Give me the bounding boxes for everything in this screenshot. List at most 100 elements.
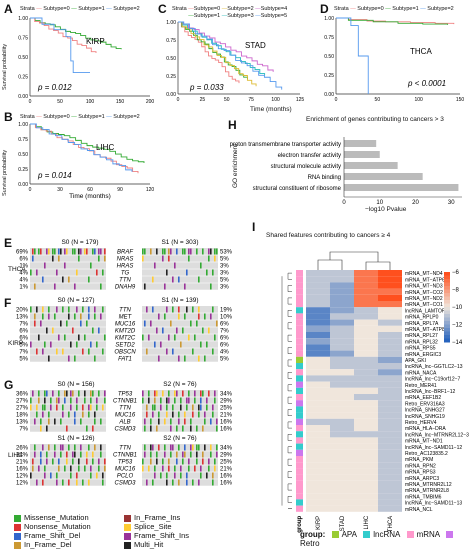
oncoprint-cell (100, 283, 102, 290)
km-xlabel-b: Time (months) (69, 193, 111, 200)
missense-swatch (14, 514, 21, 522)
oncoprint-cell (58, 248, 60, 255)
panel-label-h: H (228, 118, 237, 132)
colorbar-segment (444, 317, 450, 322)
oncoprint-pct: 4% (19, 278, 28, 284)
heatmap-cell (378, 449, 402, 456)
heatmap-cell (330, 456, 354, 463)
oncoprint-cell (70, 341, 72, 348)
heatmap-cell (330, 462, 354, 469)
oncoprint-cell (184, 248, 186, 255)
heatmap-cell (306, 344, 330, 351)
oncoprint-cell (42, 313, 44, 320)
oncoprint-cell (144, 444, 146, 451)
heatmap-cell (330, 499, 354, 506)
heatmap-cell (354, 356, 378, 363)
oncoprint-gene: PCLO (117, 474, 134, 480)
oncoprint-cell (146, 306, 148, 313)
heatmap-group-cell (296, 325, 303, 332)
heatmap-cell (306, 418, 330, 425)
oncoprint-pct: 24% (16, 453, 29, 459)
oncoprint-pct: 21% (220, 467, 233, 473)
oncoprint-cell (188, 334, 190, 341)
oncoprint-cell (56, 306, 58, 313)
heatmap-cell (378, 319, 402, 326)
go-term-label: structural molecule activity (271, 164, 341, 170)
heatmap-row-label: lncRNA_SNHG27 (405, 408, 445, 414)
km-curve-d-s2 (336, 17, 369, 94)
heatmap-cell (378, 301, 402, 308)
oncoprint-cell (80, 451, 82, 458)
km-curve-c-s2 (178, 21, 257, 87)
oncoprint-cell (56, 472, 58, 479)
colorbar-segment (444, 275, 450, 280)
heatmap-cell (306, 437, 330, 444)
oncoprint-cell (78, 334, 80, 341)
heatmap-cell (354, 369, 378, 376)
oncoprint-cell (88, 479, 90, 486)
oncoprint-cell (196, 320, 198, 327)
oncoprint-cell (168, 458, 170, 465)
oncoprint-cell (58, 397, 60, 404)
strata-legend-a: Strata — Subtype=0 — Subtype=1 — Subtype… (20, 6, 140, 12)
heatmap-cell (330, 474, 354, 481)
go-bar (344, 162, 398, 169)
oncoprint-cell (74, 283, 76, 290)
oncoprint-gene: KMT2D (115, 329, 136, 335)
heatmap-row-label: lncRNA_LAMTOR4 (405, 308, 448, 314)
oncoprint-gene: HRAS (117, 264, 134, 270)
oncoprint-cell (190, 451, 192, 458)
km-curve-a-s2 (30, 17, 90, 74)
km-xtick-c: 125 (296, 97, 305, 103)
heatmap-group-cell (296, 431, 303, 438)
oncoprint-pct: 29% (220, 453, 233, 459)
oncoprint-cell (76, 341, 78, 348)
oncoprint-cell (80, 248, 82, 255)
oncoprint-cell (206, 472, 208, 479)
heatmap-cell (306, 462, 330, 469)
oncoprint-cell (144, 283, 146, 290)
oncoprint-cell (102, 269, 104, 276)
heatmap-cell (306, 387, 330, 394)
oncoprint-cell (162, 255, 164, 262)
heatmap-group-cell (296, 294, 303, 301)
panel-label-a: A (4, 2, 13, 16)
heatmap-row-label: mRNA_EEF1B2 (405, 395, 441, 401)
oncoprint-cell (62, 479, 64, 486)
oncoprint-cell (150, 444, 152, 451)
km-cancer-b: LIHC (96, 143, 114, 152)
km-xtick-b: 120 (146, 187, 155, 193)
oncoprint-cell (214, 465, 216, 472)
go-xtick: 20 (412, 200, 419, 206)
oncoprint-cell (144, 248, 146, 255)
legend-inframe-del: In_Frame_Del (24, 540, 72, 549)
heatmap-cell (306, 487, 330, 494)
colorbar-segment (444, 293, 450, 297)
km-curve-c-s5 (178, 21, 283, 90)
oncoprint-cell (188, 248, 190, 255)
heatmap-group-cell (296, 307, 303, 314)
heatmap-group-cell (296, 406, 303, 413)
oncoprint-gene: TTN (119, 308, 131, 314)
heatmap-cell (354, 456, 378, 463)
oncoprint-cell (208, 458, 210, 465)
oncoprint-pct: 7% (220, 329, 229, 335)
heatmap-cell (354, 282, 378, 289)
heatmap-cell (306, 319, 330, 326)
oncoprint-cell (66, 248, 68, 255)
km-xtick-a: 0 (29, 99, 32, 105)
oncoprint-cell (166, 306, 168, 313)
oncoprint-cell (42, 411, 44, 418)
oncoprint-cell (176, 390, 178, 397)
strata-legend-b: Strata — Subtype=0 — Subtype=1 — Subtype… (20, 114, 140, 120)
oncoprint-pct: 19% (220, 308, 233, 314)
oncoprint-cell (168, 248, 170, 255)
heatmap-cell (306, 288, 330, 295)
heatmap-group-cell (296, 301, 303, 308)
oncoprint-cell (174, 397, 176, 404)
oncoprint-cell (76, 269, 78, 276)
go-xtick: 0 (342, 200, 346, 206)
km-ytick-c: 0.50 (166, 56, 176, 62)
oncoprint-cell (66, 320, 68, 327)
